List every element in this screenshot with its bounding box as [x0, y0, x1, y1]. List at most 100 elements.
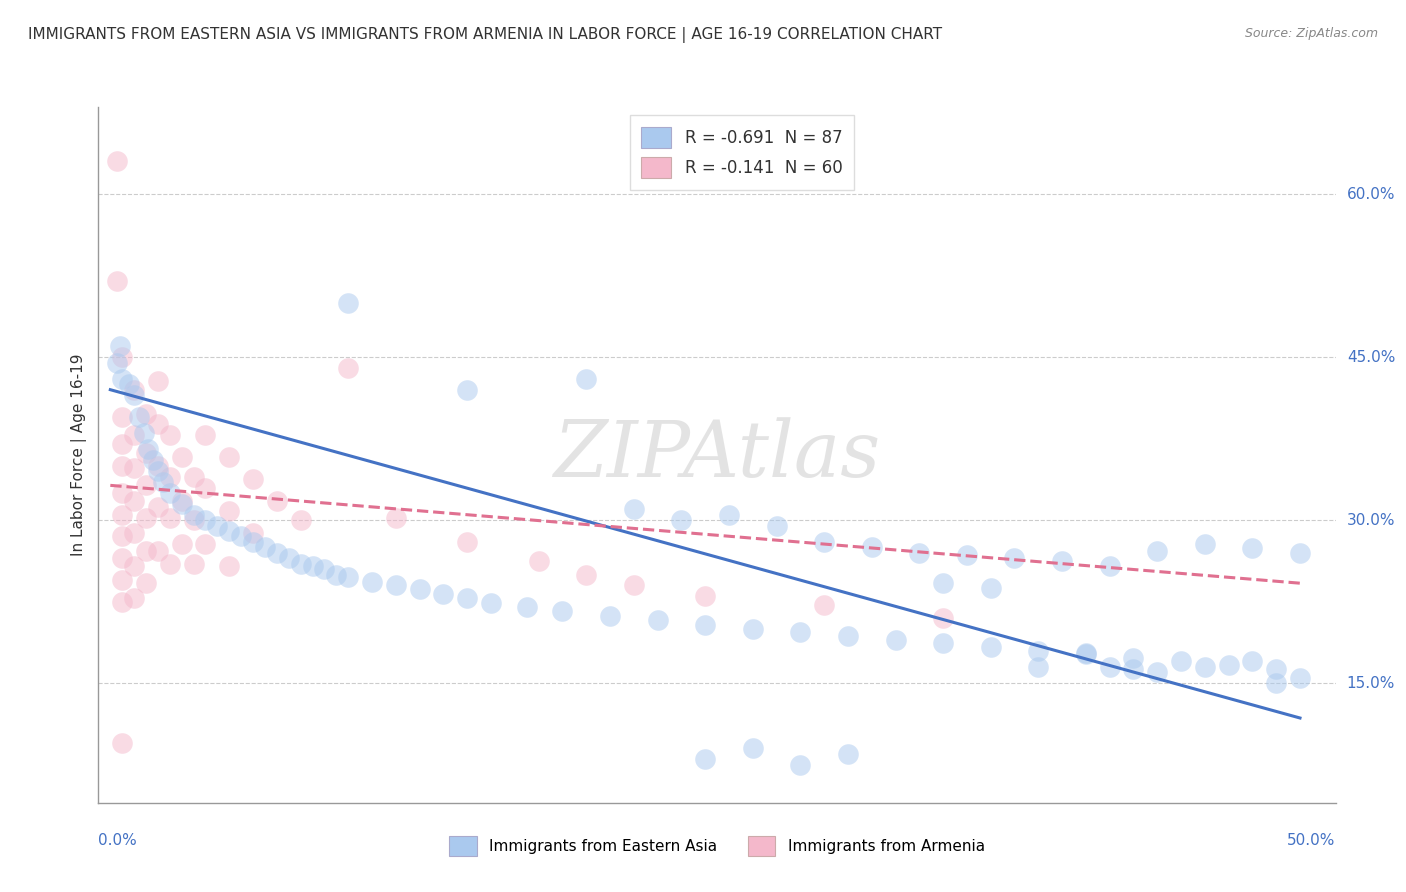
Point: [479, 596, 502, 610]
Point: [170, 497, 193, 511]
Point: [1194, 660, 1216, 674]
Point: [1241, 655, 1264, 669]
Point: [111, 529, 134, 543]
Point: [932, 576, 955, 591]
Point: [159, 511, 181, 525]
Point: [135, 446, 157, 460]
Point: [314, 562, 336, 576]
Point: [111, 595, 134, 609]
Point: [1218, 657, 1240, 672]
Point: [122, 493, 145, 508]
Point: [111, 508, 134, 522]
Point: [231, 529, 253, 543]
Point: [135, 478, 157, 492]
Text: 60.0%: 60.0%: [1347, 186, 1395, 202]
Point: [107, 355, 129, 369]
Point: [108, 339, 131, 353]
Point: [122, 461, 145, 475]
Point: [159, 428, 181, 442]
Text: 50.0%: 50.0%: [1288, 833, 1336, 848]
Point: [159, 486, 181, 500]
Point: [432, 587, 454, 601]
Y-axis label: In Labor Force | Age 16-19: In Labor Force | Age 16-19: [72, 353, 87, 557]
Point: [956, 548, 979, 562]
Point: [741, 741, 763, 756]
Text: IMMIGRANTS FROM EASTERN ASIA VS IMMIGRANTS FROM ARMENIA IN LABOR FORCE | AGE 16-: IMMIGRANTS FROM EASTERN ASIA VS IMMIGRAN…: [28, 27, 942, 43]
Point: [107, 274, 129, 288]
Point: [1122, 662, 1144, 676]
Point: [1241, 541, 1264, 556]
Point: [337, 361, 360, 376]
Point: [146, 500, 169, 514]
Point: [932, 636, 955, 650]
Point: [741, 622, 763, 636]
Point: [884, 632, 907, 647]
Point: [111, 573, 134, 587]
Point: [575, 372, 598, 386]
Point: [122, 388, 145, 402]
Point: [516, 600, 538, 615]
Point: [170, 450, 193, 464]
Point: [142, 453, 165, 467]
Point: [837, 630, 859, 644]
Text: 0.0%: 0.0%: [98, 833, 138, 848]
Point: [789, 757, 811, 772]
Point: [1074, 646, 1097, 660]
Point: [146, 464, 169, 478]
Point: [122, 526, 145, 541]
Point: [623, 578, 645, 592]
Point: [456, 591, 478, 606]
Point: [242, 534, 264, 549]
Point: [1050, 554, 1073, 568]
Point: [1146, 665, 1168, 680]
Point: [218, 524, 240, 538]
Point: [111, 458, 134, 473]
Point: [361, 575, 384, 590]
Point: [266, 546, 288, 560]
Point: [932, 611, 955, 625]
Point: [138, 442, 160, 457]
Point: [122, 591, 145, 606]
Point: [290, 557, 312, 571]
Point: [170, 493, 193, 508]
Point: [128, 409, 150, 424]
Point: [207, 518, 229, 533]
Point: [183, 557, 205, 571]
Point: [1122, 651, 1144, 665]
Point: [218, 450, 240, 464]
Point: [765, 518, 787, 533]
Point: [253, 541, 276, 555]
Point: [695, 589, 717, 603]
Point: [183, 513, 205, 527]
Point: [385, 511, 408, 525]
Point: [152, 475, 174, 489]
Point: [122, 428, 145, 442]
Point: [980, 581, 1002, 595]
Legend: Immigrants from Eastern Asia, Immigrants from Armenia: Immigrants from Eastern Asia, Immigrants…: [440, 827, 994, 864]
Point: [194, 481, 217, 495]
Point: [146, 543, 169, 558]
Point: [146, 417, 169, 432]
Point: [194, 513, 217, 527]
Point: [337, 570, 360, 584]
Point: [789, 625, 811, 640]
Point: [111, 551, 134, 566]
Point: [1004, 551, 1026, 566]
Point: [837, 747, 859, 761]
Point: [194, 537, 217, 551]
Point: [135, 543, 157, 558]
Point: [325, 567, 347, 582]
Point: [813, 598, 835, 612]
Point: [1265, 676, 1288, 690]
Point: [159, 557, 181, 571]
Point: [277, 551, 299, 566]
Point: [242, 472, 264, 486]
Point: [385, 578, 408, 592]
Point: [1098, 660, 1121, 674]
Point: [218, 504, 240, 518]
Point: [575, 567, 598, 582]
Point: [551, 605, 574, 619]
Point: [111, 437, 134, 451]
Point: [111, 486, 134, 500]
Point: [122, 558, 145, 573]
